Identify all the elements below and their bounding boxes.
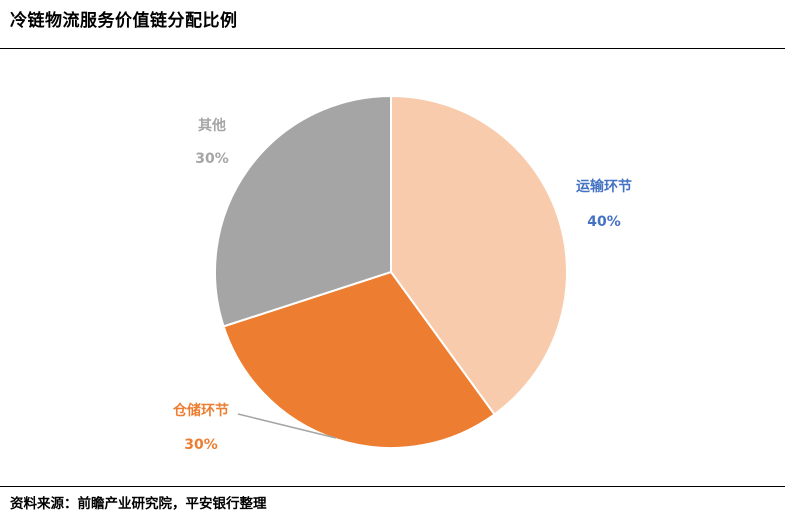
slice-value-storage: 30% [184,437,218,453]
pie-chart: 运输环节 40% 仓储环节 30% 其他 30% [172,94,632,453]
slice-label-other: 其他 [198,117,226,134]
slice-value-other: 30% [195,151,229,167]
bottom-divider [0,486,785,487]
pie-slice-transport [390,94,568,416]
source-note: 资料来源：前瞻产业研究院，平安银行整理 [10,496,267,512]
leader-line-storage [237,413,337,439]
pie-slice-storage [222,270,496,449]
slice-label-transport: 运输环节 [576,178,632,195]
chart-title: 冷链物流服务价值链分配比例 [10,11,238,31]
slice-value-transport: 40% [587,214,621,230]
slice-label-storage: 仓储环节 [172,402,229,419]
top-divider [0,48,785,49]
pie-slice-other [214,94,392,328]
